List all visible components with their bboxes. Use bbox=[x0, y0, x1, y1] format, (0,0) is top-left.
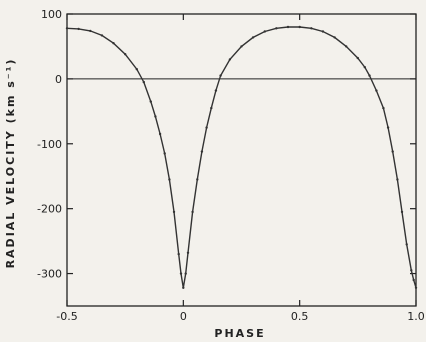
data-point bbox=[275, 27, 278, 30]
data-point bbox=[219, 74, 222, 77]
data-point bbox=[124, 53, 127, 56]
data-point bbox=[405, 243, 408, 246]
data-point bbox=[149, 100, 152, 103]
y-tick-label: -100 bbox=[37, 138, 62, 151]
data-point bbox=[65, 27, 69, 30]
data-point bbox=[135, 68, 138, 71]
data-point bbox=[228, 58, 232, 61]
y-tick-label: -200 bbox=[37, 203, 62, 216]
data-point bbox=[154, 115, 157, 118]
data-point bbox=[142, 80, 145, 84]
data-point bbox=[368, 74, 371, 77]
data-point bbox=[412, 278, 415, 282]
data-point bbox=[345, 45, 348, 48]
data-point bbox=[191, 210, 194, 214]
data-point bbox=[214, 89, 218, 92]
x-tick-label: 0 bbox=[180, 310, 187, 323]
x-axis-label: PHASE bbox=[214, 327, 265, 340]
data-point bbox=[333, 36, 336, 39]
y-tick-label: -300 bbox=[37, 268, 62, 281]
data-point bbox=[382, 106, 385, 110]
data-point bbox=[163, 152, 166, 155]
y-tick-label: 0 bbox=[55, 73, 62, 86]
plot-frame bbox=[66, 13, 417, 307]
data-point bbox=[251, 36, 255, 39]
y-axis-label: RADIAL VELOCITY (km s⁻¹) bbox=[4, 58, 17, 269]
data-point bbox=[196, 178, 199, 181]
data-point bbox=[363, 66, 366, 69]
data-point bbox=[414, 286, 418, 289]
data-point bbox=[205, 126, 208, 129]
data-point bbox=[310, 27, 313, 30]
data-point bbox=[177, 252, 180, 256]
data-point bbox=[89, 29, 92, 33]
data-point bbox=[400, 210, 404, 214]
data-point bbox=[186, 251, 190, 254]
data-point bbox=[298, 25, 301, 29]
data-point bbox=[172, 210, 176, 214]
plot-area: -0.5 0 0.5 1.0 100 0 -100 -200 -300 bbox=[37, 8, 425, 323]
data-point bbox=[210, 106, 213, 110]
data-point bbox=[263, 30, 266, 33]
data-point bbox=[386, 126, 390, 129]
velocity-curve bbox=[66, 26, 417, 288]
data-point bbox=[240, 45, 243, 48]
data-point bbox=[179, 272, 183, 275]
data-point bbox=[356, 56, 359, 60]
x-tick-label: 0.5 bbox=[291, 310, 309, 323]
data-point bbox=[112, 42, 115, 45]
data-point bbox=[100, 34, 104, 37]
x-tick-label: -0.5 bbox=[56, 310, 77, 323]
data-point bbox=[410, 269, 413, 272]
data-point bbox=[200, 150, 204, 153]
data-point bbox=[321, 30, 325, 33]
y-tick-label: 100 bbox=[41, 8, 62, 21]
data-point bbox=[158, 132, 162, 136]
x-tick-label: 1.0 bbox=[407, 310, 425, 323]
data-point bbox=[375, 89, 378, 92]
data-point bbox=[286, 25, 290, 29]
data-point bbox=[396, 178, 399, 181]
data-point bbox=[77, 27, 80, 31]
data-point bbox=[184, 272, 187, 275]
data-point bbox=[182, 286, 185, 289]
data-point bbox=[168, 178, 171, 181]
data-point bbox=[391, 150, 394, 153]
